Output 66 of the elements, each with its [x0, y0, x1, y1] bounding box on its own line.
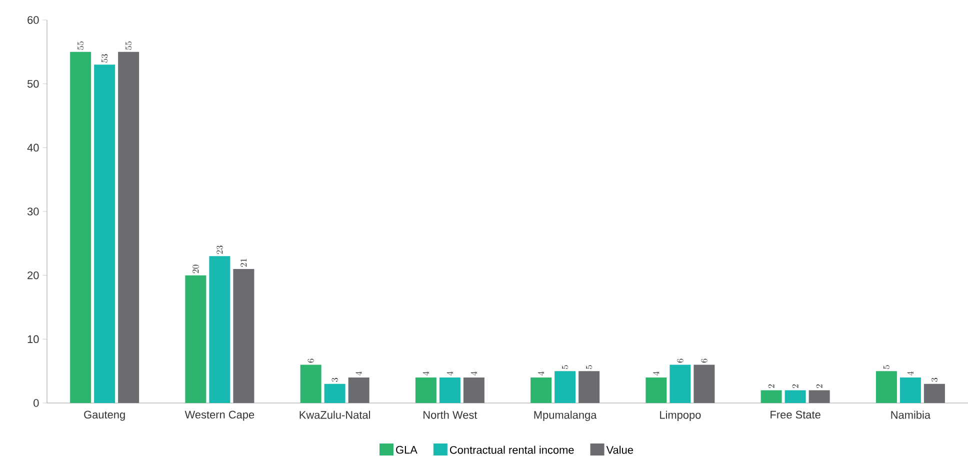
y-tick-label: 50: [27, 80, 39, 88]
data-label: 55: [77, 41, 84, 50]
bar: [924, 384, 945, 403]
y-tick-label: 40: [27, 144, 39, 152]
bar: [70, 52, 92, 403]
bar: [463, 377, 484, 403]
x-tick-label: KwaZulu-Natal: [300, 410, 370, 419]
data-label: 4: [422, 371, 429, 376]
data-label: 4: [907, 371, 914, 376]
bar: [578, 371, 600, 403]
data-label: 55: [125, 41, 132, 50]
data-label: 20: [192, 264, 199, 274]
y-tick-label: 60: [28, 16, 39, 24]
x-tick-label: Free State: [770, 410, 820, 419]
bar: [876, 371, 897, 403]
bar: [415, 377, 436, 403]
bar: [348, 377, 370, 403]
data-label: 4: [538, 371, 544, 376]
data-label: 5: [586, 365, 592, 369]
bar: [185, 275, 206, 403]
legend-label: GLA: [396, 446, 418, 454]
data-label: 2: [816, 384, 822, 388]
data-label: 4: [470, 371, 477, 376]
bar: [808, 390, 830, 403]
y-tick-label: 10: [28, 335, 39, 344]
data-label: 3: [931, 378, 938, 382]
bar: [760, 390, 782, 403]
data-label: 23: [216, 246, 223, 254]
bar: [300, 364, 322, 403]
bar: [324, 384, 346, 403]
bar: [670, 364, 691, 403]
data-label: 5: [883, 365, 890, 369]
data-label: 4: [356, 371, 362, 376]
data-label: 6: [308, 358, 314, 363]
x-tick-label: Mpumalanga: [534, 410, 597, 421]
bar: [784, 390, 806, 403]
data-label: 3: [332, 378, 338, 382]
data-label: 5: [562, 365, 568, 369]
data-label: 6: [677, 358, 684, 363]
bar: [530, 377, 552, 403]
x-tick-label: Gauteng: [84, 410, 125, 421]
legend-label: Contractual rental income: [450, 446, 574, 454]
legend-label: Value: [606, 446, 634, 454]
bar: [554, 371, 576, 403]
bar: [118, 52, 140, 403]
x-tick-label: Western Cape: [184, 410, 254, 421]
data-label: 53: [101, 54, 108, 63]
x-tick-label: North West: [424, 410, 478, 419]
bar: [209, 256, 230, 403]
bar: [694, 364, 715, 403]
y-tick-label: 0: [34, 399, 39, 407]
x-tick-label: Limpopo: [660, 410, 701, 421]
data-label: 2: [792, 384, 798, 388]
bar: [233, 268, 254, 403]
y-tick-label: 20: [28, 271, 39, 280]
bar: [646, 377, 667, 403]
data-label: 4: [446, 371, 453, 376]
bar: [900, 377, 921, 403]
data-label: 6: [701, 358, 708, 363]
data-label: 4: [653, 371, 660, 376]
x-tick-label: Namibia: [891, 410, 931, 419]
data-label: 21: [240, 258, 247, 267]
bar: [94, 64, 116, 403]
y-tick-label: 30: [27, 208, 39, 216]
data-label: 2: [768, 384, 774, 388]
bar: [439, 377, 460, 403]
